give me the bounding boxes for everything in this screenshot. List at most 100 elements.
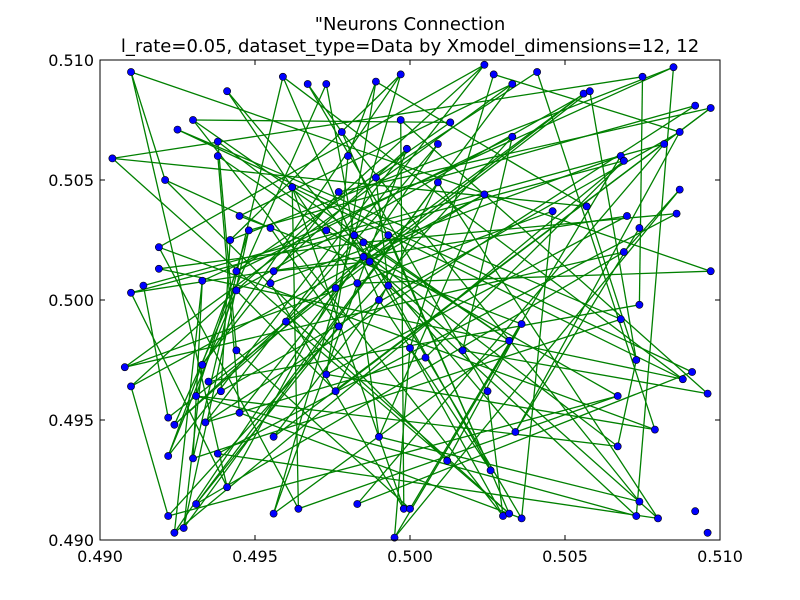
connection-line-127	[229, 66, 674, 241]
connection-line-155	[192, 280, 203, 459]
connection-line-128	[335, 107, 712, 392]
neuron-point-67	[331, 284, 340, 292]
connection-line-60	[111, 157, 510, 515]
neuron-point-25	[433, 140, 442, 148]
neuron-point-1	[223, 87, 231, 96]
connection-line-57	[143, 143, 665, 287]
neuron-point-79	[198, 360, 207, 369]
neuron-point-69	[375, 296, 383, 304]
neuron-point-9	[508, 80, 517, 88]
neuron-point-34	[288, 183, 297, 192]
connection-line-26	[112, 76, 643, 160]
neuron-point-35	[334, 188, 343, 196]
connection-line-121	[239, 412, 522, 520]
connection-line-129	[341, 131, 640, 503]
neuron-point-26	[446, 118, 455, 127]
neuron-point-58	[706, 267, 715, 276]
neuron-point-56	[365, 257, 374, 266]
neuron-point-40	[582, 202, 591, 211]
neuron-point-3	[303, 80, 312, 88]
connection-line-27	[638, 76, 644, 305]
neuron-point-75	[517, 320, 526, 328]
neuron-point-74	[505, 336, 514, 345]
connection-line-93	[273, 260, 370, 272]
connection-line-91	[158, 268, 683, 380]
neuron-point-76	[616, 315, 625, 324]
neuron-point-61	[198, 276, 207, 285]
connection-line-39	[217, 141, 619, 447]
neuron-point-118	[406, 504, 414, 513]
neuron-point-32	[108, 154, 117, 163]
connection-line-14	[158, 64, 485, 248]
connection-line-158	[326, 373, 656, 431]
connection-line-34	[177, 129, 693, 373]
connection-line-74	[586, 206, 637, 361]
neuron-point-17	[173, 125, 182, 134]
connection-line-101	[226, 287, 337, 488]
x-tick-label-4: 0.510	[697, 547, 743, 566]
neuron-point-95	[170, 420, 179, 429]
neuron-point-24	[402, 144, 411, 153]
connection-line-28	[202, 66, 674, 282]
neuron-point-52	[226, 236, 235, 244]
neuron-point-81	[322, 370, 331, 379]
connection-line-99	[235, 289, 337, 392]
neuron-point-112	[179, 524, 188, 532]
neuron-point-49	[384, 231, 393, 240]
connection-line-21	[536, 71, 656, 430]
neuron-point-124	[654, 514, 662, 523]
connection-line-130	[236, 136, 513, 272]
connection-line-31	[248, 104, 696, 232]
connection-line-142	[130, 193, 485, 387]
connection-line-150	[192, 119, 510, 342]
neuron-point-42	[672, 209, 681, 218]
connection-line-84	[158, 241, 364, 270]
neuron-point-90	[613, 392, 622, 400]
connection-line-104	[285, 321, 510, 515]
neuron-point-13	[638, 72, 647, 81]
neuron-point-46	[322, 226, 331, 235]
neuron-point-39	[548, 207, 557, 216]
neuron-point-44	[244, 226, 253, 235]
chart-title-line-2: l_rate=0.05, dataset_type=Data by Xmodel…	[121, 36, 699, 57]
neuron-point-33	[161, 176, 169, 184]
neuron-point-113	[269, 509, 278, 518]
neuron-point-5	[371, 77, 380, 86]
connection-line-116	[130, 386, 169, 517]
connection-line-87	[325, 215, 628, 375]
neuron-point-88	[331, 387, 340, 396]
connection-line-1	[130, 71, 711, 272]
connection-line-126	[124, 83, 513, 368]
y-tick-label-2: 0.500	[48, 291, 94, 310]
neuron-point-85	[204, 377, 213, 386]
neuron-point-107	[486, 466, 495, 475]
neuron-point-73	[421, 353, 430, 362]
neuron-point-4	[322, 80, 331, 88]
neuron-point-114	[294, 504, 303, 513]
neuron-point-92	[688, 368, 696, 376]
connection-line-115	[617, 359, 637, 447]
neuron-point-78	[120, 363, 129, 372]
connection-line-157	[393, 323, 523, 538]
connection-line-146	[409, 347, 504, 517]
connection-line-131	[291, 186, 405, 510]
neuron-point-38	[480, 190, 489, 199]
neuron-point-63	[232, 286, 241, 295]
x-tick-label-0: 0.490	[77, 547, 123, 566]
neuron-point-48	[359, 238, 368, 247]
connection-line-78	[217, 213, 677, 455]
y-tick-label-3: 0.505	[48, 171, 94, 190]
connection-line-67	[375, 177, 389, 286]
neuron-point-41	[675, 185, 684, 194]
y-axis: 0.490 0.495 0.500 0.505 0.510	[48, 51, 720, 550]
connection-line-61	[112, 157, 587, 208]
neuron-point-70	[282, 317, 290, 326]
connection-line-18	[239, 83, 513, 217]
neuron-point-94	[164, 413, 173, 422]
neuron-point-110	[164, 512, 173, 520]
neuron-point-30	[660, 140, 669, 148]
connection-line-95	[357, 270, 711, 284]
connection-line-56	[130, 160, 625, 294]
neuron-point-71	[334, 322, 343, 331]
neuron-point-100	[511, 428, 520, 436]
